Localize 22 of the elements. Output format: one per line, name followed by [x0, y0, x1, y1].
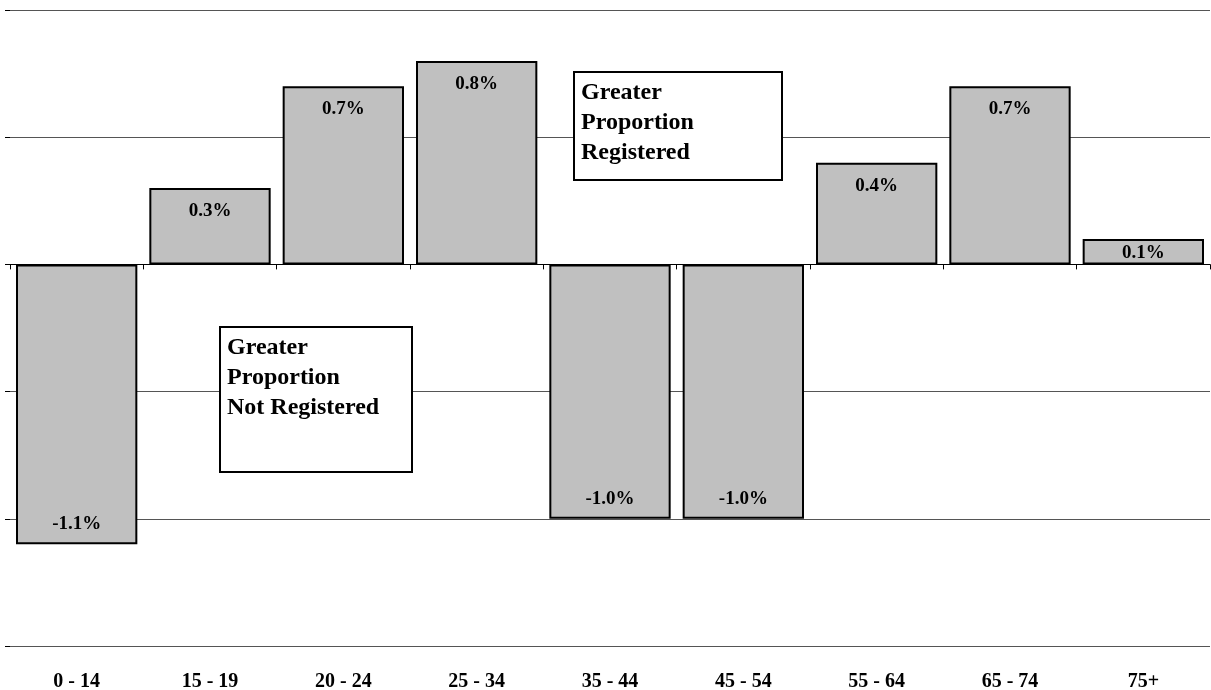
annotation: Greater Proportion Registered — [581, 78, 694, 164]
data-label: -1.0% — [718, 486, 768, 508]
data-label: 0.1% — [1121, 241, 1165, 263]
x-tick-label: 45 - 54 — [715, 669, 772, 690]
x-tick-label: 65 - 74 — [981, 669, 1039, 690]
data-label: -1.0% — [585, 486, 635, 508]
x-tick-label: 0 - 14 — [53, 669, 100, 690]
data-label: 0.8% — [455, 71, 499, 93]
x-tick-label: 15 - 19 — [181, 669, 239, 690]
data-label: 0.3% — [188, 199, 232, 221]
x-tick-label: 20 - 24 — [315, 669, 372, 690]
x-tick-label: 35 - 44 — [581, 669, 639, 690]
x-tick-label: 55 - 64 — [848, 669, 905, 690]
text-box: Greater Proportion Registered — [573, 71, 783, 181]
data-label: 0.4% — [855, 173, 899, 195]
data-label: 0.7% — [321, 97, 365, 119]
annotation: Greater Proportion Not Registered — [227, 333, 380, 419]
data-label: 0.7% — [988, 97, 1032, 119]
data-label: -1.1% — [52, 512, 102, 534]
text-box: Greater Proportion Not Registered — [219, 326, 413, 473]
x-tick-label: 75+ — [1127, 669, 1160, 690]
x-tick-label: 25 - 34 — [448, 669, 505, 690]
